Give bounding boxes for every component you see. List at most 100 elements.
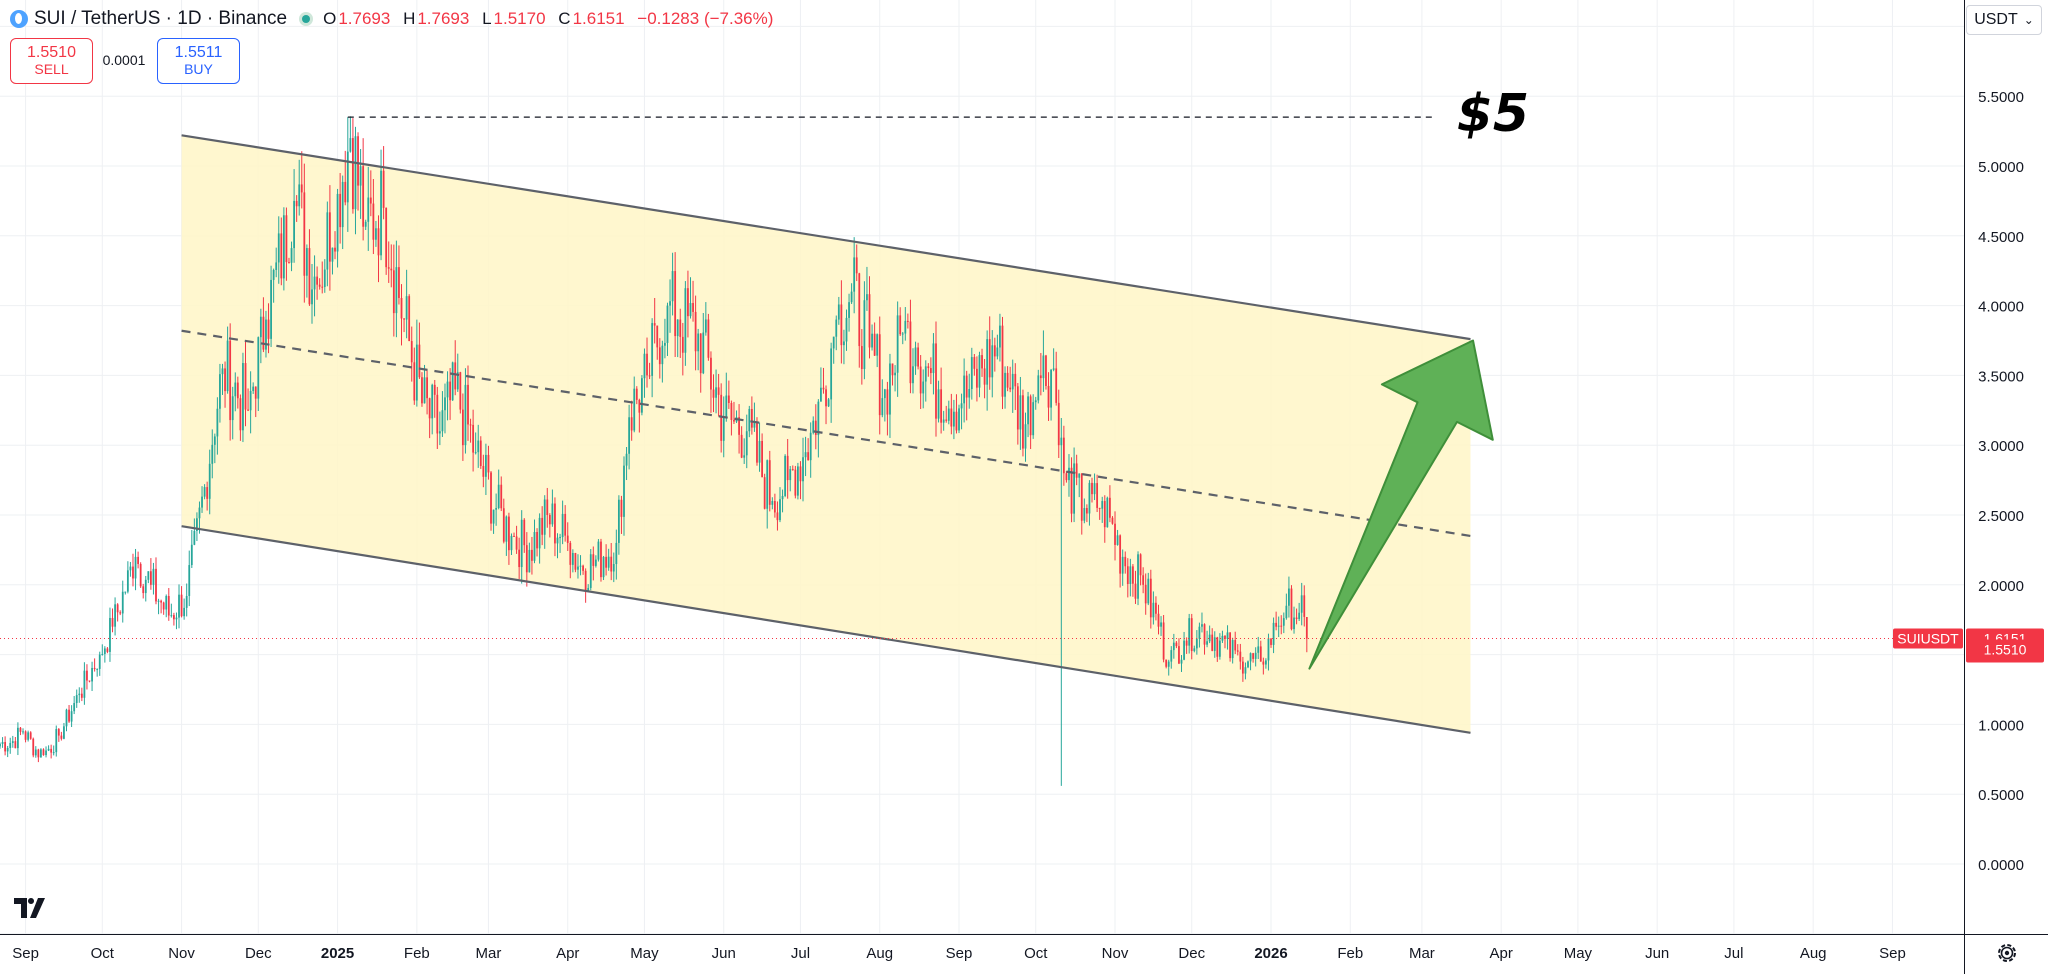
candle-body <box>157 600 160 602</box>
candle-body <box>1183 640 1185 660</box>
x-tick-label: Feb <box>1337 945 1363 962</box>
candle-body <box>666 305 669 343</box>
candle-body <box>1011 373 1014 390</box>
candle-body <box>313 276 316 290</box>
candle-body <box>1201 624 1203 627</box>
candle-body <box>390 268 393 271</box>
tradingview-logo-icon[interactable] <box>14 896 54 920</box>
y-tick-label: 3.5000 <box>1978 368 2024 385</box>
candle-body <box>781 495 784 500</box>
candle-body <box>334 247 336 252</box>
candle-body <box>776 512 779 521</box>
candle-body <box>96 668 99 670</box>
y-tick-label: 0.0000 <box>1978 857 2024 874</box>
channel-upper-line[interactable] <box>181 134 1471 341</box>
candle-body <box>722 417 725 441</box>
candle-body <box>1052 368 1055 370</box>
candle-body <box>78 693 81 696</box>
candle-body <box>1265 660 1267 665</box>
candle-body <box>52 752 55 754</box>
candle-body <box>144 579 147 594</box>
candle-body <box>1172 642 1175 651</box>
candle-body <box>863 300 866 370</box>
candle-body <box>592 554 595 566</box>
candle-body <box>694 311 697 352</box>
sell-label: SELL <box>34 61 69 77</box>
candle-body <box>559 537 561 539</box>
candle-body <box>359 166 362 186</box>
candle-body <box>34 749 37 756</box>
candle-body <box>955 411 958 431</box>
candle-body <box>75 695 78 704</box>
candle-body <box>93 667 96 669</box>
candle-body <box>594 559 597 566</box>
candle-body <box>1275 622 1278 627</box>
candle-body <box>1162 622 1165 660</box>
candle-body <box>50 748 53 753</box>
candle-body <box>382 170 385 208</box>
candle-body <box>1068 467 1070 481</box>
candle-body <box>1285 605 1288 619</box>
settings-gear-icon[interactable] <box>1994 940 2020 966</box>
candle-body <box>843 341 845 346</box>
candle-body <box>1195 638 1198 649</box>
y-tick-label: 1.0000 <box>1978 717 2024 734</box>
candle-body <box>352 138 354 210</box>
price-axis[interactable] <box>1964 0 2048 974</box>
candle-body <box>428 398 431 419</box>
candle-body <box>860 346 863 370</box>
candle-body <box>40 749 42 758</box>
candle-body <box>83 670 86 698</box>
candle-body <box>1101 501 1104 509</box>
candle-body <box>1019 395 1022 430</box>
candle-body <box>234 382 237 397</box>
candle-body <box>6 747 9 752</box>
candle-body <box>996 347 999 357</box>
symbol-badge-label: SUIUSDT <box>1897 631 1959 647</box>
candle-body <box>372 203 375 240</box>
sell-button[interactable]: 1.5510 SELL <box>10 38 93 84</box>
x-tick-label: Feb <box>404 945 430 962</box>
candle-body <box>983 368 986 385</box>
x-tick-label: Nov <box>168 945 195 962</box>
candle-body <box>1160 622 1162 627</box>
candle-body <box>802 457 804 482</box>
candle-body <box>615 542 618 565</box>
channel-lower-line[interactable] <box>181 525 1471 734</box>
symbol-title[interactable]: SUI / TetherUS · 1D · Binance <box>34 8 288 29</box>
candle-body <box>180 594 183 617</box>
candle-body <box>1211 634 1214 651</box>
candle-body <box>1 742 4 744</box>
currency-selector[interactable]: USDT ⌄ <box>1966 5 2042 35</box>
candle-body <box>758 440 761 463</box>
candle-body <box>789 469 792 481</box>
candle-body <box>868 294 871 348</box>
candle-body <box>479 440 482 466</box>
candle-body <box>444 397 446 411</box>
candle-body <box>231 396 234 421</box>
buy-button[interactable]: 1.5511 BUY <box>157 38 240 84</box>
candle-body <box>485 454 487 477</box>
candle-body <box>454 362 457 390</box>
bullish-arrow[interactable] <box>1308 339 1494 670</box>
candle-body <box>1037 375 1040 401</box>
candle-body <box>571 553 574 565</box>
candle-body <box>385 207 388 268</box>
candle-body <box>876 334 879 356</box>
time-axis[interactable] <box>0 934 1964 974</box>
candle-body <box>270 279 272 339</box>
candle-body <box>620 499 623 517</box>
candle-body <box>1293 617 1295 630</box>
candle-body <box>750 408 753 428</box>
candle-body <box>1103 501 1106 528</box>
candle-body <box>858 273 861 347</box>
candle-body <box>1213 637 1216 651</box>
candle-body <box>1165 659 1168 667</box>
candle-body <box>963 375 966 404</box>
candle-body <box>1180 659 1183 664</box>
candle-body <box>323 269 326 287</box>
target-annotation[interactable]: $5 <box>1457 84 1529 144</box>
candle-body <box>282 215 285 279</box>
candle-body <box>1157 613 1160 627</box>
